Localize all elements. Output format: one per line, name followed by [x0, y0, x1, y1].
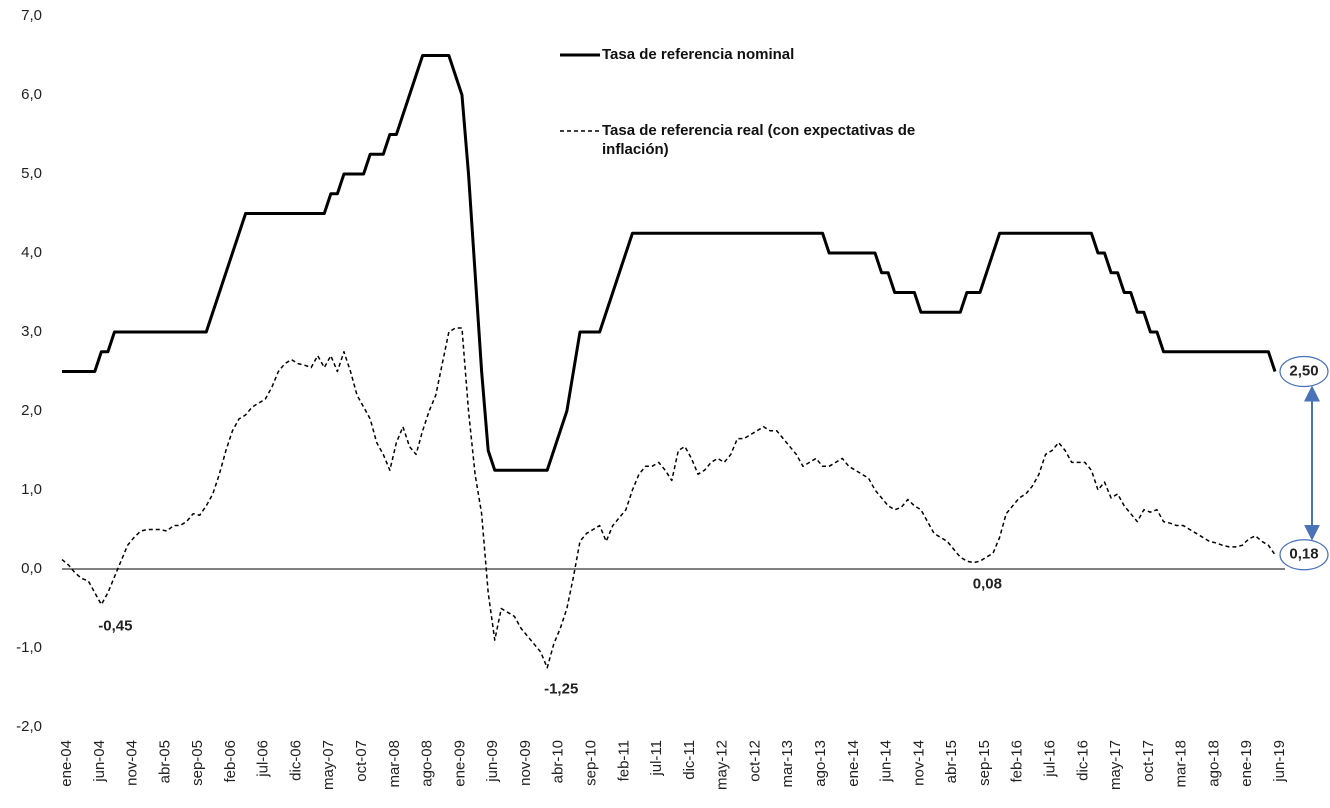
- x-tick-label: ene-04: [58, 740, 75, 787]
- x-tick-label: jun-14: [878, 740, 895, 783]
- x-tick-label: ene-14: [845, 740, 862, 787]
- x-tick-label: nov-14: [910, 740, 927, 786]
- x-tick-label: nov-09: [517, 740, 534, 786]
- x-tick-label: ago-18: [1205, 740, 1222, 787]
- x-tick-label: jun-04: [91, 740, 108, 783]
- data-label: 0,18: [1289, 546, 1318, 563]
- data-label: -1,25: [544, 681, 578, 698]
- series-line: [61, 327, 1276, 669]
- legend-swatch: [560, 130, 600, 132]
- x-tick-label: may-12: [714, 740, 731, 790]
- series-line: [62, 54, 1277, 472]
- x-tick-label: mar-18: [1173, 740, 1190, 788]
- x-tick-label: sep-15: [976, 740, 993, 786]
- legend-label: Tasa de referencia real (con expectativa…: [602, 122, 916, 158]
- legend-item: Tasa de referencia nominal: [560, 45, 794, 65]
- y-tick-label: 0,0: [21, 560, 42, 577]
- x-tick-label: feb-06: [222, 740, 239, 783]
- data-label: 2,50: [1289, 362, 1318, 379]
- y-tick-label: 6,0: [21, 86, 42, 103]
- x-tick-label: jun-09: [484, 740, 501, 783]
- x-tick-label: mar-08: [386, 740, 403, 788]
- y-tick-label: 1,0: [21, 481, 42, 498]
- y-tick-label: 7,0: [21, 7, 42, 24]
- y-tick-label: 2,0: [21, 402, 42, 419]
- legend-swatch: [560, 53, 600, 57]
- x-tick-label: feb-11: [615, 740, 632, 781]
- x-tick-label: feb-16: [1009, 740, 1026, 783]
- x-tick-label: dic-16: [1074, 740, 1091, 781]
- x-tick-label: nov-04: [124, 740, 141, 786]
- x-tick-label: oct-12: [746, 740, 763, 782]
- x-tick-label: jul-06: [255, 740, 272, 778]
- x-tick-label: may-17: [1107, 740, 1124, 790]
- x-tick-label: jul-11: [648, 740, 665, 777]
- x-tick-label: jul-16: [1041, 740, 1058, 778]
- legend-label: Tasa de referencia nominal: [602, 46, 795, 63]
- y-tick-label: 5,0: [21, 165, 42, 182]
- x-tick-label: oct-07: [353, 740, 370, 782]
- x-tick-label: abr-15: [943, 740, 960, 783]
- x-tick-label: mar-13: [779, 740, 796, 788]
- x-tick-label: oct-17: [1140, 740, 1157, 782]
- x-tick-label: sep-10: [583, 740, 600, 786]
- y-tick-label: 4,0: [21, 244, 42, 261]
- data-label: -0,45: [98, 618, 132, 635]
- x-tick-label: ene-19: [1238, 740, 1255, 787]
- x-tick-label: jun-19: [1271, 740, 1288, 783]
- x-tick-label: ago-13: [812, 740, 829, 787]
- x-tick-label: abr-10: [550, 740, 567, 783]
- x-tick-label: dic-11: [681, 740, 698, 780]
- data-label: 0,08: [973, 576, 1002, 593]
- x-tick-label: may-07: [320, 740, 337, 790]
- y-tick-label: -2,0: [16, 718, 42, 735]
- x-tick-label: abr-05: [156, 740, 173, 783]
- x-tick-label: ene-09: [451, 740, 468, 787]
- x-tick-label: dic-06: [287, 740, 304, 781]
- y-tick-label: -1,0: [16, 639, 42, 656]
- legend-item: Tasa de referencia real (con expectativa…: [560, 121, 982, 159]
- y-tick-label: 3,0: [21, 323, 42, 340]
- x-tick-label: ago-08: [419, 740, 436, 787]
- x-tick-label: sep-05: [189, 740, 206, 786]
